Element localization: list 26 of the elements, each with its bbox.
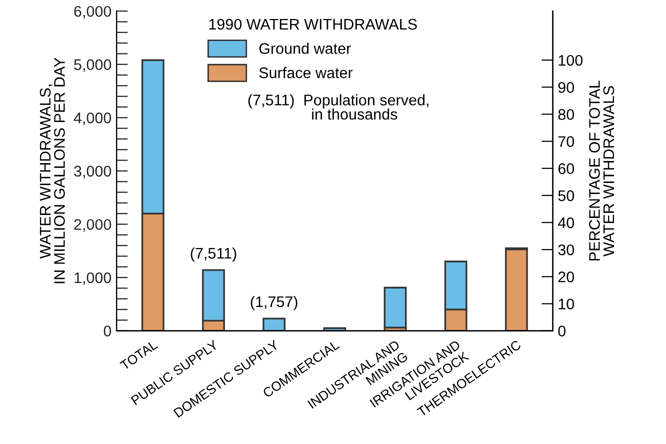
y2-tick-label: 40 <box>558 217 574 228</box>
y2-tick-label: 0 <box>558 326 566 336</box>
y-axis-title: WATER WITHDRAWALS, IN MILLION GALLONS PER DAY <box>40 58 65 284</box>
y2-tick-label: 10 <box>558 298 574 310</box>
annotation: (7,511) <box>190 247 236 262</box>
y-tick-label: 3,000 <box>74 166 112 178</box>
y-tick-label: 2,000 <box>74 219 112 232</box>
annotation: (7,511) Population served, in thousands <box>248 94 428 120</box>
y-tick-label: 5,000 <box>74 59 112 72</box>
annotation: (1,757) <box>250 296 298 310</box>
y2-tick-label: 90 <box>558 82 574 93</box>
y-tick-label: 4,000 <box>74 112 112 126</box>
legend-label: Surface water <box>259 67 353 78</box>
y-tick-label: 6,000 <box>74 6 112 19</box>
y2-tick-label: 100 <box>558 54 583 66</box>
legend-title: 1990 WATER WITHDRAWALS <box>209 18 417 30</box>
y2-tick-label: 70 <box>558 136 574 147</box>
y2-tick-label: 20 <box>558 272 574 282</box>
legend-label: Ground water <box>259 42 351 54</box>
y2-tick-label: 30 <box>558 244 574 256</box>
y2-tick-label: 80 <box>558 109 574 120</box>
y-tick-label: 0 <box>104 326 112 336</box>
y-tick-label: 1,000 <box>74 272 112 285</box>
y2-tick-label: 60 <box>558 163 574 174</box>
y2-tick-label: 50 <box>558 190 574 202</box>
y2-axis-title: PERCENTAGE OF TOTAL WATER WITHDRAWALS <box>589 80 614 260</box>
